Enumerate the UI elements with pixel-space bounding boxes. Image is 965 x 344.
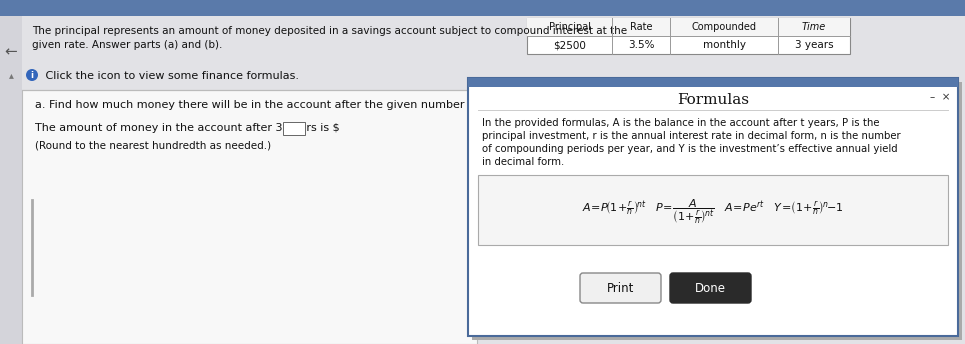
- Text: 3 years: 3 years: [795, 40, 834, 50]
- Bar: [468, 78, 958, 336]
- Text: Formulas: Formulas: [677, 93, 749, 107]
- Bar: [283, 122, 305, 135]
- Bar: [527, 18, 850, 36]
- Text: a. Find how much money there will be in the account after the given number of ye: a. Find how much money there will be in …: [35, 100, 516, 110]
- Text: Time: Time: [802, 22, 826, 32]
- Text: 3.5%: 3.5%: [628, 40, 654, 50]
- Text: –  ×: – ×: [929, 92, 950, 102]
- Text: of compounding periods per year, and Y is the investment’s effective annual yiel: of compounding periods per year, and Y i…: [482, 144, 897, 154]
- Bar: [0, 0, 965, 16]
- Text: The amount of money in the account after 3 years is $: The amount of money in the account after…: [35, 123, 340, 133]
- Text: In the provided formulas, A is the balance in the account after t years, P is th: In the provided formulas, A is the balan…: [482, 118, 879, 128]
- Text: monthly: monthly: [703, 40, 746, 50]
- Bar: [468, 78, 958, 87]
- Bar: [527, 18, 850, 54]
- Text: principal investment, r is the annual interest rate in decimal form, n is the nu: principal investment, r is the annual in…: [482, 131, 900, 141]
- Text: $2500: $2500: [553, 40, 586, 50]
- Text: Principal: Principal: [548, 22, 591, 32]
- Bar: [478, 175, 948, 245]
- Text: (Round to the nearest hundredth as needed.): (Round to the nearest hundredth as neede…: [35, 140, 271, 150]
- Bar: [22, 148, 32, 203]
- Text: given rate. Answer parts (a) and (b).: given rate. Answer parts (a) and (b).: [32, 40, 222, 50]
- FancyBboxPatch shape: [580, 273, 661, 303]
- Bar: [0, 16, 22, 344]
- Text: The principal represents an amount of money deposited in a savings account subje: The principal represents an amount of mo…: [32, 26, 627, 36]
- Text: in decimal form.: in decimal form.: [482, 157, 565, 167]
- Circle shape: [26, 69, 38, 81]
- Text: Compounded: Compounded: [692, 22, 757, 32]
- FancyBboxPatch shape: [670, 273, 751, 303]
- Bar: [472, 82, 962, 340]
- Text: ▴: ▴: [9, 70, 14, 80]
- Text: Print: Print: [607, 281, 634, 294]
- Text: Rate: Rate: [630, 22, 652, 32]
- Text: Click the icon to view some finance formulas.: Click the icon to view some finance form…: [42, 71, 299, 81]
- Text: i: i: [31, 71, 34, 79]
- Text: $A\!=\!P\!\left(1\!+\!\frac{r}{n}\right)^{\!nt}$$\quad P\!=\!\dfrac{A}{\left(1\!: $A\!=\!P\!\left(1\!+\!\frac{r}{n}\right)…: [582, 198, 844, 226]
- Text: Done: Done: [695, 281, 726, 294]
- Bar: [22, 90, 477, 344]
- Text: ←: ←: [5, 44, 17, 60]
